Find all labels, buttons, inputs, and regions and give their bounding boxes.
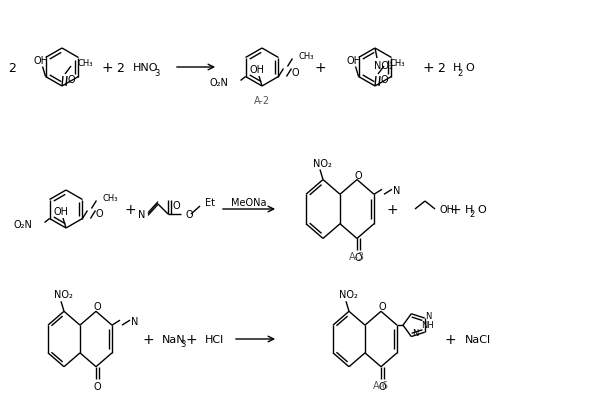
Text: NH: NH bbox=[422, 320, 434, 329]
Text: 2: 2 bbox=[457, 68, 463, 77]
Text: O: O bbox=[93, 302, 101, 311]
Text: Et: Et bbox=[205, 198, 215, 207]
Text: N: N bbox=[412, 328, 419, 337]
Text: N: N bbox=[138, 209, 145, 220]
Text: NO₂: NO₂ bbox=[373, 61, 393, 71]
Text: 3: 3 bbox=[154, 68, 159, 77]
Text: +: + bbox=[101, 61, 113, 75]
Text: +: + bbox=[386, 202, 398, 216]
Text: O: O bbox=[292, 67, 299, 77]
Text: N: N bbox=[426, 311, 432, 320]
Text: A-3: A-3 bbox=[349, 252, 365, 262]
Text: HCl: HCl bbox=[205, 334, 224, 344]
Text: OH: OH bbox=[33, 55, 48, 65]
Text: O: O bbox=[95, 209, 103, 219]
Text: CH₃: CH₃ bbox=[390, 60, 405, 68]
Text: N: N bbox=[131, 316, 139, 326]
Text: H: H bbox=[453, 63, 461, 73]
Text: OH: OH bbox=[54, 207, 68, 216]
Text: O: O bbox=[354, 253, 362, 263]
Text: O: O bbox=[93, 381, 101, 391]
Text: O: O bbox=[378, 302, 386, 311]
Text: A-6: A-6 bbox=[373, 380, 389, 390]
Text: MeONa: MeONa bbox=[231, 198, 267, 207]
Text: O: O bbox=[477, 205, 486, 215]
Text: CH₃: CH₃ bbox=[298, 52, 314, 61]
Text: +: + bbox=[124, 202, 136, 216]
Text: NO₂: NO₂ bbox=[312, 158, 332, 168]
Text: +: + bbox=[444, 332, 456, 346]
Text: 3: 3 bbox=[181, 340, 185, 349]
Text: O: O bbox=[67, 75, 75, 85]
Text: 2: 2 bbox=[437, 61, 445, 74]
Text: 2: 2 bbox=[469, 210, 475, 219]
Text: H: H bbox=[465, 205, 474, 215]
Text: O₂N: O₂N bbox=[210, 78, 228, 88]
Text: O: O bbox=[185, 209, 193, 220]
Text: A-2: A-2 bbox=[254, 96, 270, 106]
Text: 2: 2 bbox=[8, 61, 16, 74]
Text: +: + bbox=[314, 61, 326, 75]
Text: NO₂: NO₂ bbox=[339, 290, 358, 300]
Text: CH₃: CH₃ bbox=[77, 60, 92, 68]
Text: +: + bbox=[142, 332, 154, 346]
Text: OH: OH bbox=[439, 205, 454, 215]
Text: O₂N: O₂N bbox=[14, 220, 33, 230]
Text: NaCl: NaCl bbox=[465, 334, 491, 344]
Text: +: + bbox=[422, 61, 434, 75]
Text: O: O bbox=[380, 75, 388, 85]
Text: N: N bbox=[393, 186, 400, 196]
Text: 2: 2 bbox=[116, 61, 124, 74]
Text: +: + bbox=[185, 332, 197, 346]
Text: O: O bbox=[378, 381, 386, 391]
Text: NaN: NaN bbox=[162, 334, 185, 344]
Text: O: O bbox=[465, 63, 474, 73]
Text: CH₃: CH₃ bbox=[103, 194, 118, 202]
Text: OH: OH bbox=[249, 65, 265, 75]
Text: O: O bbox=[354, 170, 362, 180]
Text: O: O bbox=[172, 200, 180, 211]
Text: OH: OH bbox=[346, 55, 361, 65]
Text: HNO: HNO bbox=[133, 63, 158, 73]
Text: +: + bbox=[449, 202, 461, 216]
Text: NO₂: NO₂ bbox=[54, 290, 72, 300]
